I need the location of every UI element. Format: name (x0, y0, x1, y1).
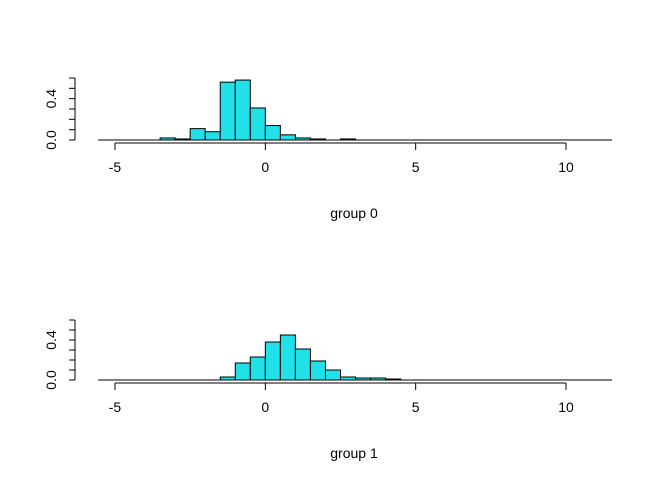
x-tick-label: 0 (261, 159, 269, 175)
x-tick-label: -5 (109, 159, 122, 175)
histogram-bar (385, 378, 402, 381)
histogram-bar (294, 348, 311, 381)
histogram-bar (249, 356, 266, 381)
histogram-bar (279, 134, 296, 141)
x-tick-label: 10 (558, 399, 574, 415)
histogram-bar (279, 334, 296, 381)
histogram-bar (309, 360, 326, 381)
x-axis-title: group 0 (330, 205, 378, 221)
histogram-bar (324, 369, 342, 381)
histogram-bar (234, 79, 251, 141)
x-tick-label: 5 (412, 399, 420, 415)
histogram-bar (355, 377, 372, 381)
histogram-bar (204, 131, 221, 141)
histogram-bar (159, 137, 176, 141)
y-tick-label: 0.0 (43, 130, 59, 150)
histogram-bar (174, 138, 191, 141)
panel-group-1: -5 0 5 10 0.0 0.4 group 1 (43, 319, 612, 461)
x-tick-label: 10 (558, 159, 574, 175)
histogram-bar (309, 138, 326, 141)
histogram-bar (189, 128, 206, 141)
histogram-bar (264, 341, 281, 381)
histogram-bar (234, 362, 251, 381)
histogram-bar (249, 107, 266, 141)
y-tick-label: 0.0 (43, 370, 59, 390)
histogram-bar (219, 376, 236, 381)
x-axis-title: group 1 (330, 445, 378, 461)
y-tick-label: 0.4 (43, 89, 59, 109)
histogram-bar (264, 125, 281, 141)
panel-group-0: -5 0 5 10 0.0 0.4 group 0 (43, 77, 612, 221)
histogram-bar (294, 137, 311, 141)
x-tick-label: 5 (412, 159, 420, 175)
histogram-bar (340, 138, 357, 141)
x-tick-label: 0 (261, 399, 269, 415)
x-tick-label: -5 (109, 399, 122, 415)
y-tick-label: 0.4 (43, 330, 59, 350)
histogram-bar (340, 376, 357, 381)
histogram-bar (370, 377, 387, 381)
histogram-bar (219, 81, 236, 141)
